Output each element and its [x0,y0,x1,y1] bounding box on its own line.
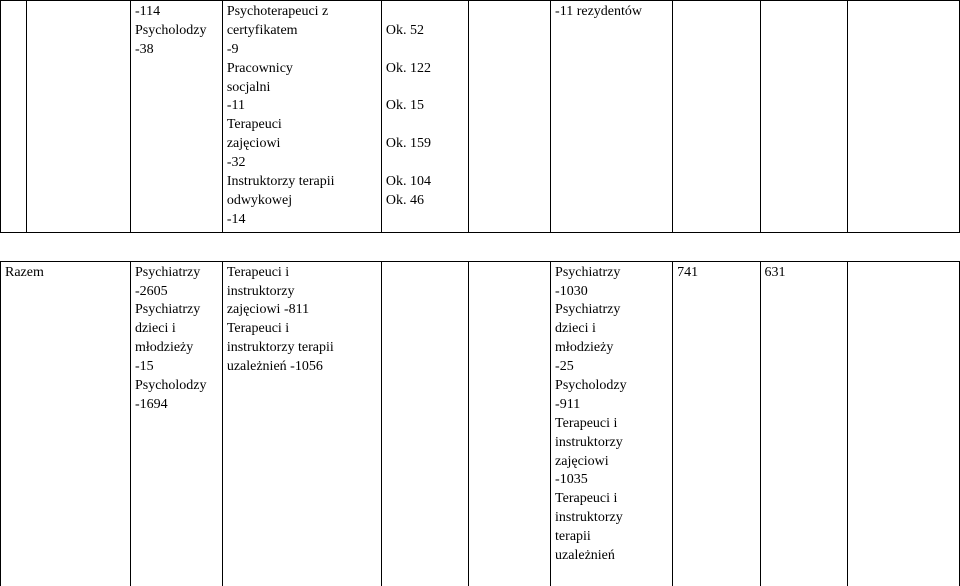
cell-r2-c5 [469,261,551,586]
cell-r2-c3: Terapeuci iinstruktorzyzajęciowi -811Ter… [222,261,381,586]
cell-r1-c4: Ok. 52Ok. 122Ok. 15Ok. 159Ok. 104Ok. 46 [381,1,468,233]
cell-r1-c2: -114Psycholodzy-38 [130,1,222,233]
cell-r1-c1 [26,1,130,233]
doc-table: -114Psycholodzy-38 Psychoterapeuci zcert… [0,0,960,233]
cell-r1-c8 [760,1,847,233]
row-gap [0,233,960,261]
cell-r1-c3: Psychoterapeuci zcertyfikatem-9Pracownic… [222,1,381,233]
cell-r2-c6: Psychiatrzy-1030Psychiatrzydzieci imłodz… [551,261,673,586]
cell-r2-c0: Razem [1,261,131,586]
cell-r2-c2: Psychiatrzy-2605Psychiatrzydzieci imłodz… [130,261,222,586]
cell-r1-c9 [847,1,959,233]
cell-r1-c7 [673,1,760,233]
table-row: -114Psycholodzy-38 Psychoterapeuci zcert… [1,1,960,233]
cell-r2-c8: 631 [760,261,847,586]
cell-r1-c6: -11 rezydentów [551,1,673,233]
cell-r2-c4 [381,261,468,586]
cell-r1-c0 [1,1,27,233]
cell-r1-c5 [469,1,551,233]
cell-r2-c7: 741 [673,261,760,586]
cell-r2-c9 [847,261,959,586]
doc-table-2: Razem Psychiatrzy-2605Psychiatrzydzieci … [0,261,960,586]
table-row: Razem Psychiatrzy-2605Psychiatrzydzieci … [1,261,960,586]
